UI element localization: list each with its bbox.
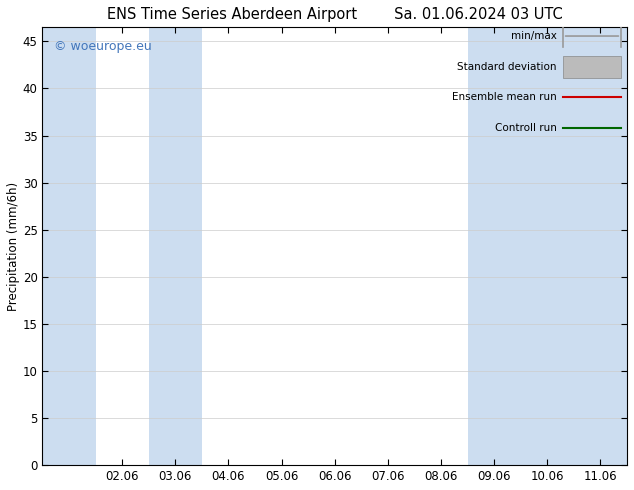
Text: Standard deviation: Standard deviation <box>457 62 557 72</box>
Text: Ensemble mean run: Ensemble mean run <box>452 92 557 102</box>
Text: © woeurope.eu: © woeurope.eu <box>54 40 152 53</box>
Bar <box>42 27 96 465</box>
Title: ENS Time Series Aberdeen Airport        Sa. 01.06.2024 03 UTC: ENS Time Series Aberdeen Airport Sa. 01.… <box>107 7 562 22</box>
Bar <box>149 27 202 465</box>
Text: min/max: min/max <box>511 31 557 41</box>
Bar <box>574 27 627 465</box>
Text: Controll run: Controll run <box>495 123 557 133</box>
Y-axis label: Precipitation (mm/6h): Precipitation (mm/6h) <box>7 182 20 311</box>
FancyBboxPatch shape <box>563 56 621 77</box>
Bar <box>468 27 521 465</box>
Bar <box>521 27 574 465</box>
